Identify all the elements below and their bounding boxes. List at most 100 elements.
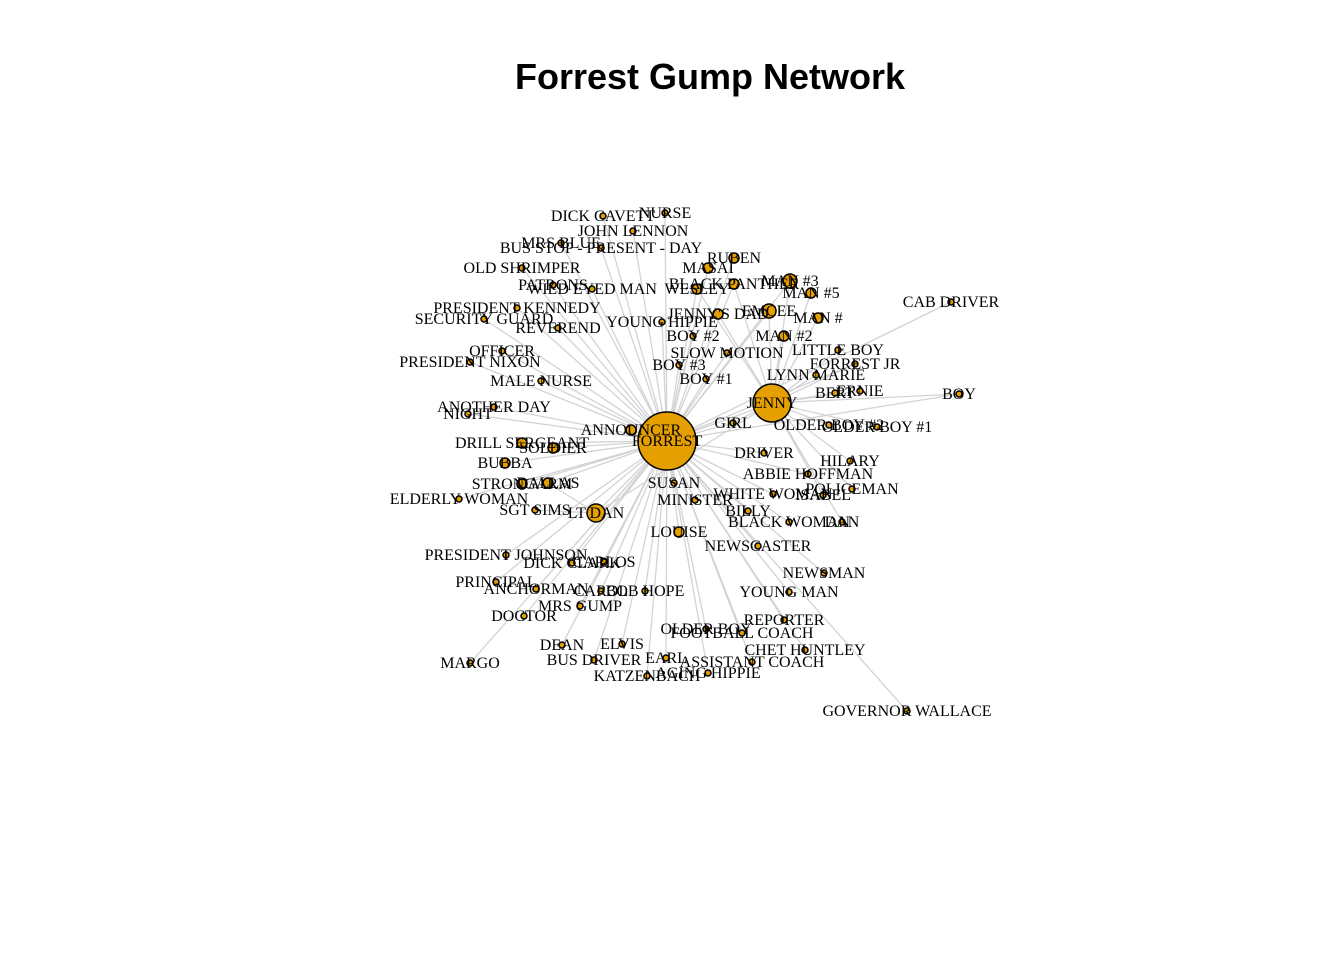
node-label-cab-driver: CAB DRIVER	[903, 294, 1000, 311]
graph-title: Forrest Gump Network	[514, 56, 906, 97]
node-hilary[interactable]	[846, 457, 854, 465]
node-label-bubba: BUBBA	[477, 455, 533, 472]
node-jenny[interactable]	[752, 383, 792, 423]
edge-lt-dan-to-sgt-sims	[534, 509, 597, 514]
node-john-lennon[interactable]	[629, 227, 637, 235]
node-dan[interactable]	[838, 518, 846, 526]
node-label-older-boy-2: OLDER BOY #2	[774, 417, 885, 434]
edge-forrest-to-dick-cavett	[602, 215, 668, 442]
node-dick-clark[interactable]	[568, 559, 576, 567]
node-old-shrimper[interactable]	[518, 264, 526, 272]
node-reverend[interactable]	[554, 324, 562, 332]
node-older-boy-1[interactable]	[873, 423, 881, 431]
node-nurse[interactable]	[661, 209, 669, 217]
node-sgt-sims[interactable]	[531, 506, 539, 514]
node-minister[interactable]	[691, 496, 699, 504]
node-soldier[interactable]	[547, 442, 559, 454]
node-young-man[interactable]	[785, 588, 793, 596]
node-driver[interactable]	[760, 449, 768, 457]
node-katzenbach[interactable]	[643, 672, 651, 680]
node-football-coach[interactable]	[738, 629, 746, 637]
node-lt-dan[interactable]	[586, 503, 606, 523]
node-little-boy[interactable]	[834, 346, 842, 354]
node-black-woman[interactable]	[785, 518, 793, 526]
node-newscaster[interactable]	[754, 542, 762, 550]
node-carol[interactable]	[597, 587, 605, 595]
node-principal[interactable]	[492, 578, 500, 586]
node-label-isabel: ISABEL	[795, 487, 851, 504]
node-reporter[interactable]	[780, 616, 788, 624]
node-president-johnson[interactable]	[502, 551, 510, 559]
node-black-panther[interactable]	[728, 278, 740, 290]
node-ruben[interactable]	[728, 252, 740, 264]
node-announcer[interactable]	[625, 424, 637, 436]
node-isabel[interactable]	[819, 491, 827, 499]
node-man-2[interactable]	[778, 330, 790, 342]
node-aging-hippie[interactable]	[704, 669, 712, 677]
node-bert[interactable]	[831, 389, 839, 397]
node-wesley[interactable]	[691, 283, 703, 295]
node-bus-driver[interactable]	[590, 656, 598, 664]
node-newsman[interactable]	[820, 569, 828, 577]
node-boy-1[interactable]	[702, 375, 710, 383]
node-night[interactable]	[464, 410, 472, 418]
node-label-abbie-hoffman: ABBIE HOFFMAN	[743, 466, 874, 483]
node-dean[interactable]	[558, 641, 566, 649]
node-margo[interactable]	[466, 659, 474, 667]
node-elvis[interactable]	[618, 640, 626, 648]
node-boy[interactable]	[955, 390, 963, 398]
node-another-day[interactable]	[490, 403, 498, 411]
node-anchorman[interactable]	[532, 585, 540, 593]
node-man-3[interactable]	[782, 273, 798, 289]
edge-forrest-to-ruben	[666, 257, 735, 442]
node-carlos[interactable]	[600, 558, 608, 566]
node-bob-hope[interactable]	[641, 587, 649, 595]
node-bus-stop-present-day[interactable]	[597, 244, 605, 252]
node-emcee[interactable]	[761, 303, 777, 319]
node-lynn-marie[interactable]	[812, 371, 820, 379]
node-male-nurse[interactable]	[537, 377, 545, 385]
node-earl[interactable]	[662, 654, 670, 662]
node-jenny-s-dad[interactable]	[712, 308, 724, 320]
node-chet-huntley[interactable]	[801, 646, 809, 654]
node-boy-3[interactable]	[675, 361, 683, 369]
node-security-guard[interactable]	[480, 315, 488, 323]
node-man[interactable]	[812, 312, 824, 324]
node-doctor[interactable]	[520, 612, 528, 620]
node-president-kennedy[interactable]	[513, 304, 521, 312]
node-mrs-blue[interactable]	[557, 239, 565, 247]
node-forrest[interactable]	[637, 411, 697, 471]
node-label-boy-2: BOY #2	[666, 328, 719, 345]
node-young-hippie[interactable]	[658, 318, 666, 326]
node-susan[interactable]	[670, 479, 678, 487]
node-strongarm[interactable]	[516, 478, 528, 490]
node-ernie[interactable]	[856, 387, 864, 395]
node-dick-cavett[interactable]	[599, 212, 607, 220]
node-older-boy-2[interactable]	[825, 421, 833, 429]
node-label-boy-1: BOY #1	[679, 371, 732, 388]
node-abbie-hoffman[interactable]	[804, 470, 812, 478]
node-officer[interactable]	[498, 347, 506, 355]
node-louise[interactable]	[673, 526, 685, 538]
node-boy-2[interactable]	[689, 332, 697, 340]
node-slow-motion[interactable]	[723, 349, 731, 357]
node-older-boy[interactable]	[702, 625, 710, 633]
node-bubba[interactable]	[499, 457, 511, 469]
node-policeman[interactable]	[848, 485, 856, 493]
node-president-nixon[interactable]	[466, 358, 474, 366]
node-elderly-woman[interactable]	[455, 495, 463, 503]
node-forrest-jr[interactable]	[851, 360, 859, 368]
node-governor-wallace[interactable]	[903, 707, 911, 715]
node-white-woman[interactable]	[769, 490, 777, 498]
node-mrs-gump[interactable]	[576, 602, 584, 610]
node-masai[interactable]	[702, 262, 714, 274]
node-dallas[interactable]	[542, 477, 554, 489]
node-girl[interactable]	[729, 419, 737, 427]
node-billy[interactable]	[744, 507, 752, 515]
node-assistant-coach[interactable]	[748, 658, 756, 666]
node-drill-sergeant[interactable]	[516, 437, 528, 449]
node-cab-driver[interactable]	[947, 298, 955, 306]
node-wild-eyed-man[interactable]	[588, 285, 596, 293]
node-man-5[interactable]	[805, 287, 817, 299]
node-patrons[interactable]	[549, 281, 557, 289]
